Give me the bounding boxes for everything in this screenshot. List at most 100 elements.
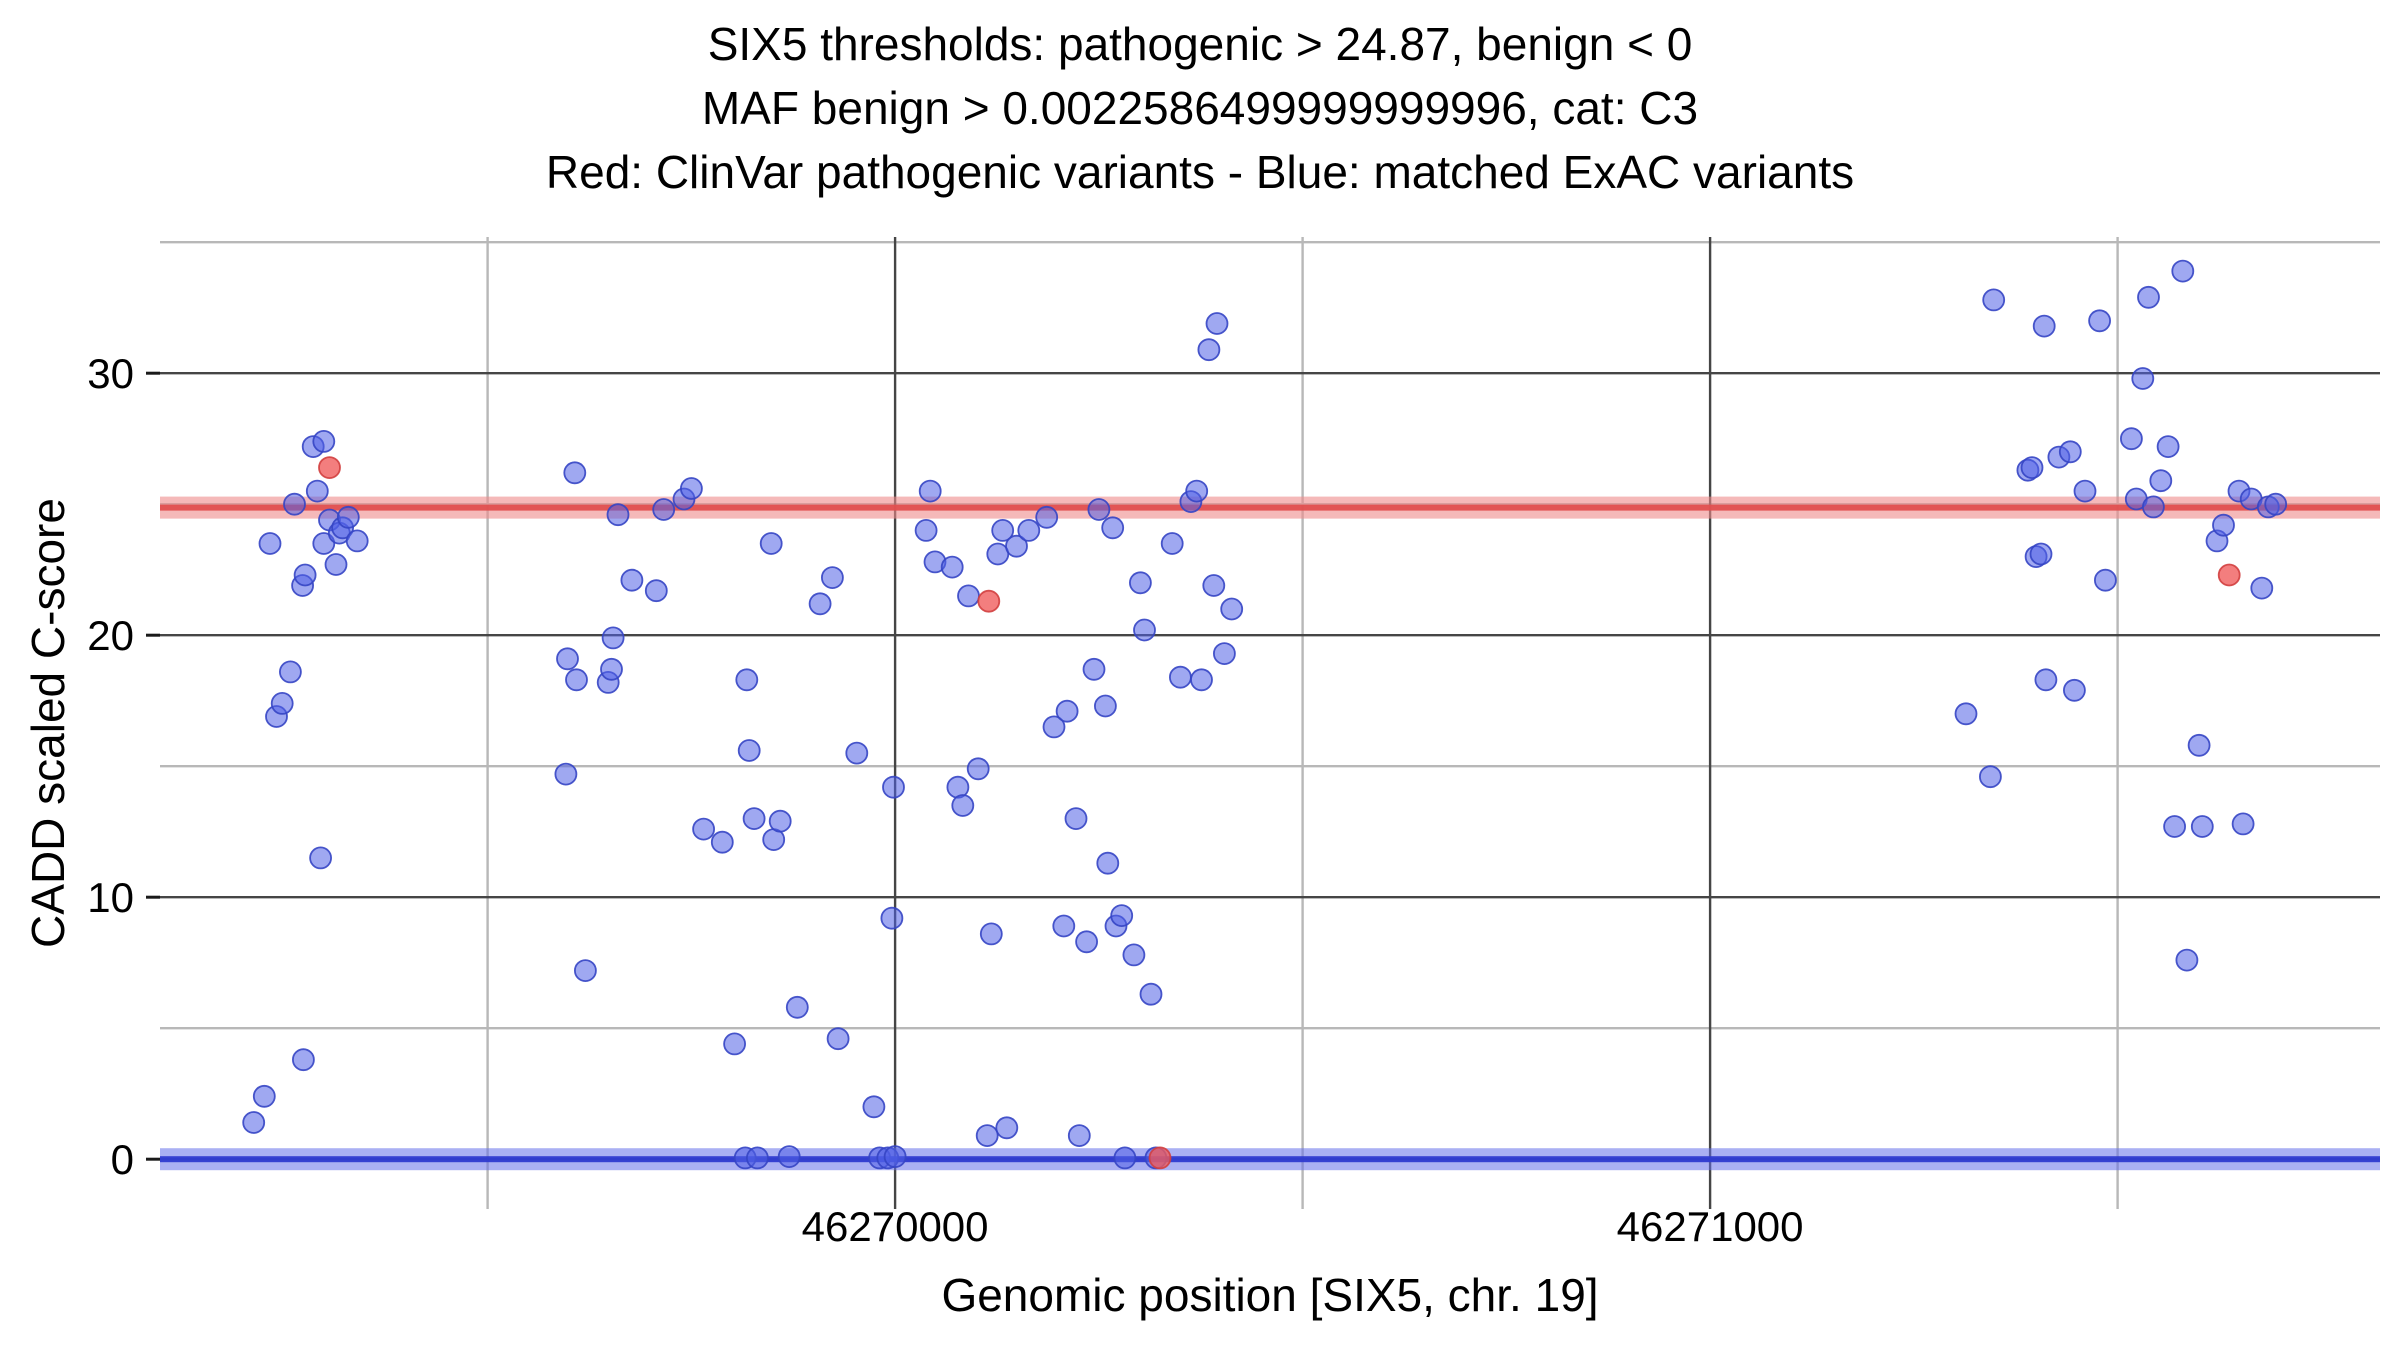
blue-data-point [2119, 427, 2143, 451]
blue-data-point [882, 775, 905, 799]
x-axis-tick-label: 46270000 [802, 1203, 989, 1250]
blue-data-point [821, 566, 844, 589]
red-data-point [318, 456, 341, 480]
y-axis-tick-label: 20 [87, 612, 134, 659]
blue-data-point [883, 1145, 907, 1168]
blue-data-point [680, 477, 703, 500]
blue-data-point [600, 657, 623, 681]
blue-data-point [242, 1111, 266, 1134]
blue-data-point [1190, 668, 1213, 692]
blue-data-point [979, 922, 1003, 946]
blue-data-point [2093, 568, 2117, 592]
pathogenic-threshold-line [160, 504, 2380, 511]
blue-data-point [862, 1095, 886, 1119]
blue-data-point [723, 1032, 746, 1056]
blue-data-point [336, 505, 360, 529]
blue-data-point [957, 584, 980, 608]
blue-data-point [1220, 597, 1244, 621]
blue-data-point [1075, 930, 1098, 954]
blue-data-point [1185, 479, 1209, 503]
blue-data-point [565, 668, 588, 692]
blue-data-point [975, 1124, 999, 1147]
blue-data-point [312, 429, 336, 453]
blue-data-point [2149, 469, 2173, 493]
x-axis-tick-label: 46271000 [1617, 1203, 1804, 1250]
blue-data-point [574, 959, 597, 982]
blue-data-point [785, 995, 809, 1019]
blue-data-point [324, 553, 348, 576]
red-data-point [1148, 1146, 1172, 1170]
blue-data-point [1035, 505, 1059, 529]
blue-data-point [305, 479, 329, 503]
blue-data-point [2250, 576, 2274, 600]
red-data-point [2217, 563, 2241, 587]
blue-data-point [2073, 479, 2097, 503]
x-axis-title: Genomic position [SIX5, chr. 19] [941, 1269, 1599, 1321]
blue-data-point [293, 563, 317, 587]
blue-data-point [2187, 733, 2211, 757]
red-data-point [977, 589, 1001, 613]
blue-data-point [1213, 642, 1236, 665]
blue-data-point [1094, 694, 1117, 718]
blue-data-point [2231, 812, 2255, 836]
blue-data-point [2062, 678, 2086, 702]
y-axis-tick-label: 0 [111, 1136, 134, 1183]
blue-data-point [2034, 668, 2058, 692]
y-axis-title: CADD scaled C-score [22, 498, 74, 948]
blue-data-point [940, 555, 964, 579]
blue-data-point [2163, 815, 2187, 838]
blue-data-point [742, 807, 766, 830]
blue-data-point [291, 1048, 315, 1072]
blue-data-point [2190, 815, 2214, 838]
blue-data-point [258, 532, 282, 555]
blue-data-point [1160, 532, 1184, 555]
blue-data-point [2088, 309, 2112, 333]
blue-data-point [1122, 943, 1146, 967]
blue-data-point [1979, 765, 2002, 789]
blue-data-point [283, 492, 306, 516]
blue-data-point [914, 519, 938, 542]
blue-data-point [1042, 715, 1066, 739]
blue-data-point [278, 660, 302, 684]
benign-threshold-line [160, 1156, 2380, 1163]
blue-data-point [1139, 982, 1163, 1006]
blue-data-point [777, 1145, 801, 1168]
blue-data-point [995, 1116, 1019, 1140]
blue-data-point [1005, 534, 1028, 558]
blue-data-point [556, 647, 579, 671]
blue-data-point [808, 592, 832, 616]
blue-data-point [1067, 1124, 1091, 1147]
blue-data-point [1055, 699, 1079, 723]
blue-data-point [2032, 314, 2056, 338]
blue-data-point [1113, 1146, 1137, 1170]
blue-data-point [1954, 702, 1978, 726]
blue-data-point [2212, 513, 2235, 537]
blue-data-point [2156, 435, 2180, 459]
chart-title-line-2: MAF benign > 0.0022586499999999996, cat:… [701, 82, 1699, 134]
blue-data-point [1064, 807, 1088, 830]
blue-data-point [2141, 495, 2165, 519]
blue-data-point [966, 757, 990, 781]
blue-data-point [1052, 914, 1076, 938]
blue-data-point [312, 532, 336, 555]
blue-data-point [606, 503, 630, 527]
blue-data-point [1129, 571, 1152, 595]
blue-data-point [1087, 498, 1111, 521]
blue-data-point [2264, 492, 2288, 516]
blue-data-point [563, 461, 587, 485]
blue-data-point [644, 579, 668, 603]
blue-data-point [652, 498, 676, 521]
blue-data-point [2058, 440, 2082, 464]
blue-data-point [2029, 542, 2053, 566]
blue-data-point [1110, 904, 1134, 927]
blue-data-point [2020, 456, 2044, 480]
blue-data-point [692, 817, 715, 841]
blue-data-point [1982, 288, 2006, 312]
blue-data-point [1101, 516, 1125, 540]
blue-data-point [737, 739, 761, 762]
blue-data-point [1096, 851, 1120, 875]
blue-data-point [252, 1084, 276, 1108]
blue-data-point [2137, 285, 2160, 309]
blue-data-point [991, 519, 1015, 542]
